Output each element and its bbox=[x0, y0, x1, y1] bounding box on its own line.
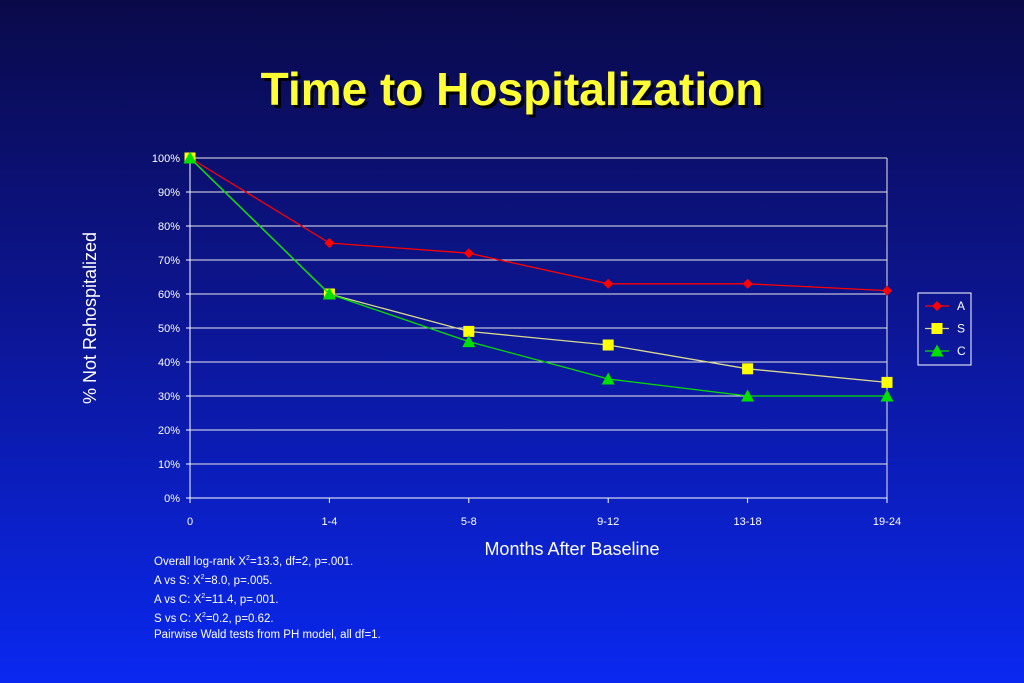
y-tick-label: 100% bbox=[152, 153, 180, 165]
y-tick-label: 10% bbox=[158, 459, 180, 471]
x-tick-label: 9-12 bbox=[597, 516, 619, 528]
x-tick-label: 5-8 bbox=[461, 516, 477, 528]
y-axis-title: % Not Rehospitalized bbox=[80, 232, 100, 404]
statistics-notes: Overall log-rank X2=13.3, df=2, p=.001. … bbox=[154, 551, 381, 643]
legend-marker-s bbox=[931, 323, 943, 334]
y-tick-label: 20% bbox=[158, 425, 180, 437]
data-point-a bbox=[463, 248, 474, 259]
data-point-s bbox=[463, 325, 475, 337]
stats-line-a-vs-c: A vs C: X2=11.4, p=.001. bbox=[154, 593, 279, 607]
legend-marker-c bbox=[930, 344, 944, 357]
data-point-c bbox=[183, 151, 197, 164]
data-point-c bbox=[880, 389, 894, 402]
stats-line-a-vs-s: A vs S: X2=8.0, p=.005. bbox=[154, 574, 273, 587]
data-point-a bbox=[324, 238, 335, 248]
x-tick-label: 13-18 bbox=[734, 516, 762, 528]
y-tick-label: 0% bbox=[164, 493, 180, 505]
stats-line-wald: Pairwise Wald tests from PH model, all d… bbox=[154, 628, 381, 641]
legend-label-a: A bbox=[957, 299, 965, 313]
legend-label-s: S bbox=[957, 322, 965, 336]
data-point-s bbox=[881, 376, 893, 388]
stats-line-overall: Overall log-rank X2=13.3, df=2, p=.001. bbox=[154, 555, 354, 568]
x-axis-title: Months After Baseline bbox=[484, 539, 659, 559]
legend-box bbox=[917, 292, 972, 366]
y-tick-label: 50% bbox=[158, 323, 180, 335]
y-tick-label: 90% bbox=[158, 187, 180, 199]
x-tick-label: 0 bbox=[187, 516, 193, 528]
y-tick-label: 30% bbox=[158, 391, 180, 403]
legend-marker-a bbox=[932, 301, 942, 311]
x-tick-label: 19-24 bbox=[873, 516, 901, 528]
x-tick-label: 1-4 bbox=[321, 516, 337, 528]
data-point-c bbox=[322, 287, 336, 300]
slide-title: Time to Hospitalization bbox=[260, 63, 764, 115]
data-point-s bbox=[602, 339, 614, 351]
y-tick-label: 60% bbox=[158, 289, 180, 301]
data-point-c bbox=[462, 335, 476, 348]
data-point-a bbox=[742, 278, 753, 289]
stats-line-s-vs-c: S vs C: X2=0.2, p=0.62. bbox=[154, 612, 274, 626]
data-point-a bbox=[603, 278, 614, 289]
series-line-a bbox=[189, 157, 888, 292]
data-point-a bbox=[882, 285, 892, 296]
y-tick-label: 40% bbox=[158, 357, 180, 369]
y-tick-label: 80% bbox=[158, 221, 180, 233]
legend-label-c: C bbox=[957, 344, 966, 358]
data-point-c bbox=[601, 372, 615, 385]
series-line-c bbox=[189, 157, 887, 397]
y-tick-label: 70% bbox=[158, 255, 180, 267]
data-point-s bbox=[742, 363, 754, 375]
data-point-c bbox=[741, 389, 755, 402]
